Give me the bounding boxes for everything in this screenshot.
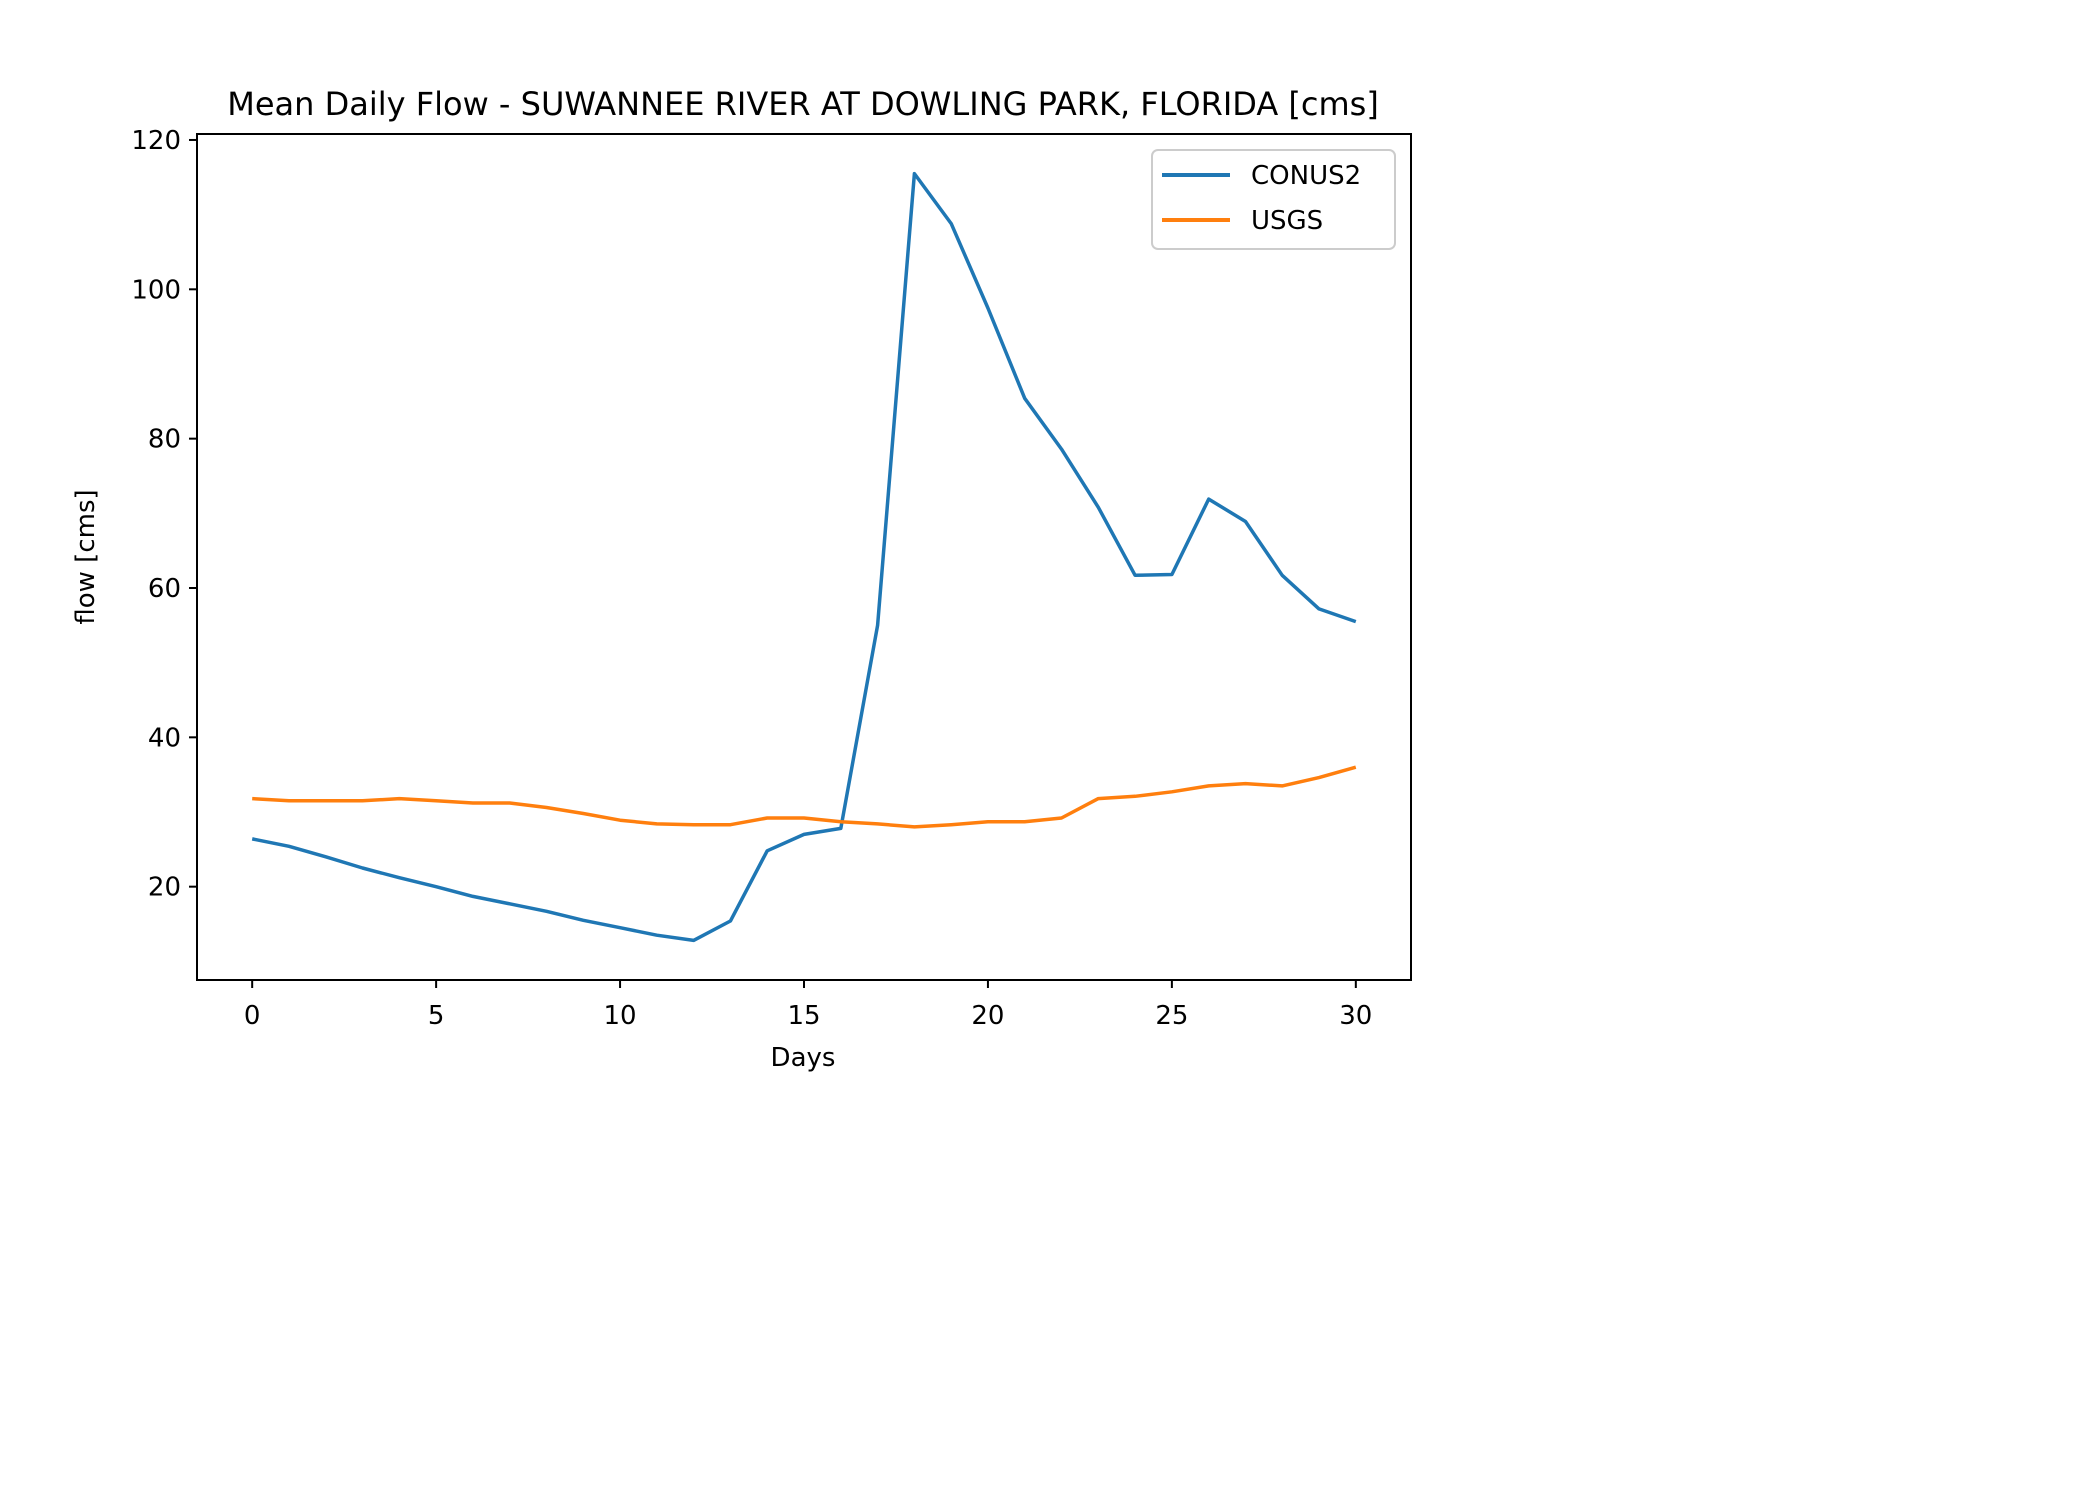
x-tick-label-25: 25	[1155, 1001, 1188, 1031]
x-tick-label-5: 5	[428, 1001, 445, 1031]
series-line-usgs	[252, 765, 1357, 829]
series-layer	[251, 171, 1357, 943]
y-tick-label-100: 100	[131, 275, 181, 305]
x-tick-label-20: 20	[971, 1001, 1004, 1031]
y-tick-label-20: 20	[148, 873, 181, 903]
x-tick-label-15: 15	[787, 1001, 820, 1031]
legend: CONUS2 USGS	[1151, 149, 1396, 250]
line-chart: Mean Daily Flow - SUWANNEE RIVER AT DOWL…	[71, 85, 1412, 1073]
y-axis: 20 40 60 80 100 120	[131, 126, 197, 903]
x-tick-label-0: 0	[244, 1001, 261, 1031]
x-tick-label-30: 30	[1339, 1001, 1372, 1031]
y-tick-label-60: 60	[148, 574, 181, 604]
y-tick-label-120: 120	[131, 126, 181, 156]
x-axis: 0 5 10 15 20 25 30	[244, 980, 1372, 1031]
legend-label-conus2: CONUS2	[1251, 161, 1361, 191]
y-tick-label-40: 40	[148, 723, 181, 753]
x-tick-label-10: 10	[604, 1001, 637, 1031]
chart-title: Mean Daily Flow - SUWANNEE RIVER AT DOWL…	[227, 85, 1379, 123]
legend-label-usgs: USGS	[1251, 206, 1323, 236]
y-axis-label: flow [cms]	[71, 489, 101, 624]
x-axis-label: Days	[771, 1043, 836, 1073]
y-tick-label-80: 80	[148, 425, 181, 455]
series-line-conus2	[251, 171, 1357, 943]
